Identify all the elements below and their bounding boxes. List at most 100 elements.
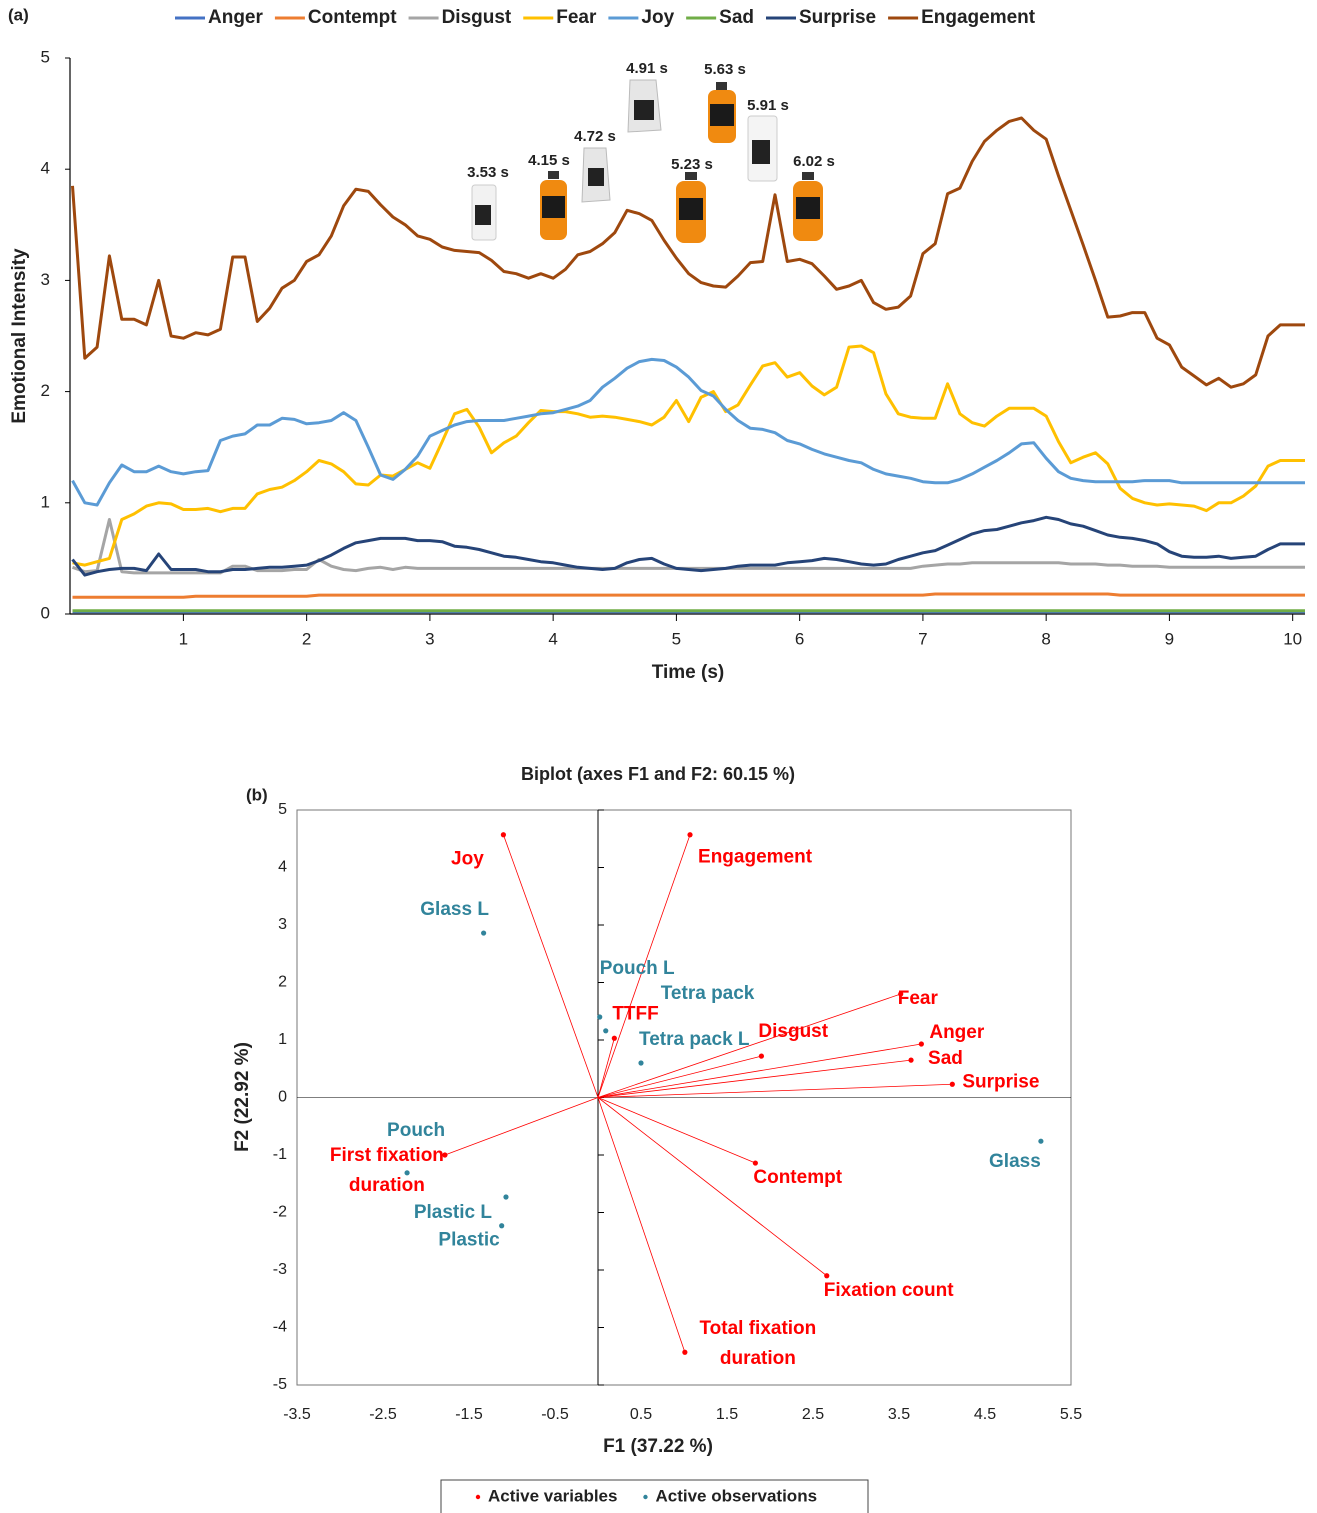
y-tick-label: 1 [278,1031,287,1048]
loading-vector [598,1098,755,1164]
x-tick-label: 10 [1283,629,1302,648]
product-label [710,104,734,126]
point-label: Contempt [753,1167,842,1188]
point-label-line: Total fixation [699,1318,816,1339]
legend-label: Disgust [442,7,512,28]
y-axis-title: Emotional Intensity [9,248,30,424]
product-label [542,196,565,218]
product-label [679,198,703,220]
x-tick-label: 9 [1165,629,1174,648]
chart-title: Biplot (axes F1 and F2: 60.15 %) [521,764,795,784]
legend-label: Active observations [655,1486,817,1505]
x-tick-label: 2 [302,629,311,648]
y-tick-label: 5 [278,801,287,818]
x-tick-label: 1 [179,629,188,648]
point-label: Plastic L [414,1202,493,1223]
point-label: Engagement [698,847,813,868]
x-tick-label: 3.5 [888,1406,910,1423]
y-tick-label: 2 [41,381,50,400]
point-label: Joy [451,849,484,870]
x-tick-label: -0.5 [541,1406,569,1423]
figure: 01234512345678910(a)Time (s)Emotional In… [0,0,1317,1513]
point [503,1194,508,1199]
point-label-line: duration [720,1348,796,1369]
y-tick-label: 2 [278,974,287,991]
annotation: 4.91 s [626,60,668,77]
point-label: Glass [989,1151,1041,1172]
legend-label: Joy [641,7,674,28]
y-tick-label: 0 [41,603,50,622]
legend-label: Contempt [308,7,397,28]
y-tick-label: 1 [41,492,50,511]
point-label: TTFF [612,1003,658,1024]
x-tick-label: 0.5 [630,1406,652,1423]
point [824,1273,829,1278]
product-label [634,100,654,120]
product-image [716,82,727,90]
y-tick-label: -2 [273,1204,287,1221]
point-label: Sad [928,1048,963,1069]
legend-label: Surprise [799,7,876,28]
point [687,832,692,837]
y-axis-title: F2 (22.92 %) [232,1042,253,1152]
annotation: 3.53 s [467,164,509,181]
point [499,1223,504,1228]
point [950,1082,955,1087]
x-tick-label: 8 [1041,629,1050,648]
point [919,1041,924,1046]
x-axis-title: Time (s) [652,662,725,683]
product-image [548,171,559,179]
page: {"chart_data": [ {"type": "line", "panel… [0,0,1317,1513]
point-label: Total fixation duration [699,1318,816,1369]
point-label: Fixation count [824,1280,955,1301]
x-tick-label: -1.5 [455,1406,483,1423]
series-line [73,594,1306,597]
point [753,1160,758,1165]
y-tick-label: -3 [273,1261,287,1278]
product-label [475,205,491,225]
x-tick-label: 5.5 [1060,1406,1082,1423]
legend-label: Sad [719,7,754,28]
point-label: Anger [929,1022,985,1043]
y-tick-label: 4 [278,859,287,876]
point-label: Tetra pack L [639,1029,750,1050]
legend-swatch [643,1495,647,1499]
y-tick-label: 3 [41,270,50,289]
point-label: Disgust [758,1021,828,1042]
panel-label: (b) [246,785,268,804]
series-line [73,520,1306,573]
loading-vector [598,1098,685,1353]
point [404,1170,409,1175]
panel-label: (a) [8,5,29,24]
y-tick-label: 4 [41,159,50,178]
annotation: 5.63 s [704,61,746,78]
point [759,1054,764,1059]
loading-vector [598,1044,921,1097]
legend-label: Engagement [921,7,1036,28]
y-tick-label: 0 [278,1089,287,1106]
legend-swatch [476,1495,480,1499]
point-label: Pouch L [600,958,675,979]
x-axis-title: F1 (37.22 %) [603,1436,713,1457]
point-label: Plastic [438,1230,500,1251]
x-tick-label: -2.5 [369,1406,397,1423]
point [1038,1139,1043,1144]
x-tick-label: 6 [795,629,804,648]
y-tick-label: 3 [278,916,287,933]
point-label: Pouch [387,1120,445,1141]
x-tick-label: 1.5 [716,1406,738,1423]
point-label-line: duration [349,1175,425,1196]
legend-label: Anger [208,7,264,28]
product-image [685,172,697,180]
x-tick-label: 4 [548,629,557,648]
product-label [752,140,770,164]
product-label [588,168,604,186]
y-tick-label: -1 [273,1146,287,1163]
annotation: 5.23 s [671,156,713,173]
x-tick-label: 3 [425,629,434,648]
legend-label: Fear [556,7,597,28]
point [501,832,506,837]
x-tick-label: 5 [672,629,681,648]
product-label [796,197,820,219]
